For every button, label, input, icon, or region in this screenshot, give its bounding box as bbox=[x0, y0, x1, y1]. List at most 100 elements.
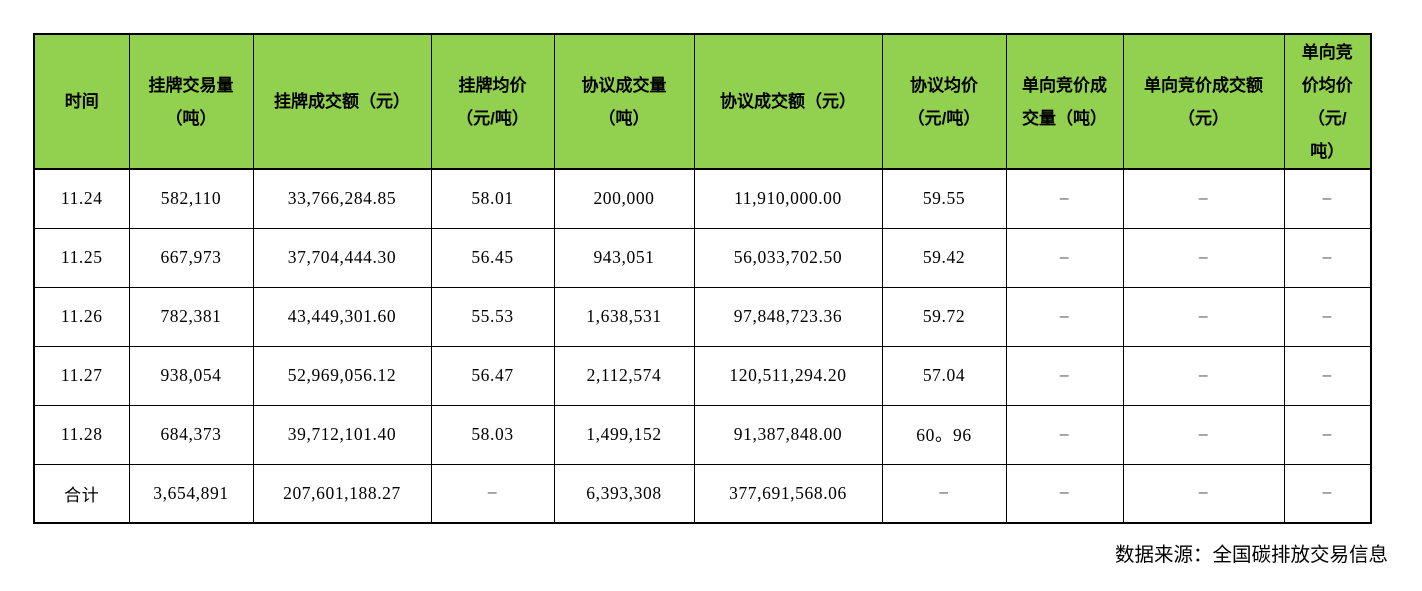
col-header-line: 吨） bbox=[1310, 141, 1345, 161]
cell-agreement-turnover: 56,033,702.50 bbox=[693, 227, 883, 288]
cell-listed-turnover: 39,712,101.40 bbox=[252, 404, 432, 465]
col-header-line: （元/ bbox=[1307, 108, 1347, 128]
cell-auction-turnover: – bbox=[1122, 463, 1285, 524]
cell-time: 11.25 bbox=[33, 227, 130, 288]
col-header-line: （元/吨） bbox=[456, 108, 529, 128]
cell-listed-avg-price: 55.53 bbox=[430, 286, 555, 347]
cell-listed-turnover: 207,601,188.27 bbox=[252, 463, 432, 524]
cell-agreement-turnover: 91,387,848.00 bbox=[693, 404, 883, 465]
cell-auction-avg-price: – bbox=[1283, 345, 1372, 406]
cell-agreement-avg-price: 57.04 bbox=[881, 345, 1007, 406]
cell-time: 合计 bbox=[33, 463, 130, 524]
cell-listed-avg-price: – bbox=[430, 463, 555, 524]
col-header-auction-avg-price: 单向竞价均价 （元/吨） bbox=[1283, 33, 1372, 170]
col-header-line: 时间 bbox=[64, 92, 99, 111]
cell-agreement-turnover: 11,910,000.00 bbox=[693, 168, 883, 229]
col-header-line: 价均价 bbox=[1301, 75, 1353, 95]
col-header-time: 时间 bbox=[33, 33, 130, 170]
cell-listed-volume: 684,373 bbox=[128, 404, 254, 465]
cell-listed-turnover: 33,766,284.85 bbox=[252, 168, 432, 229]
cell-auction-turnover: – bbox=[1122, 168, 1285, 229]
col-header-line: 协议成交量 bbox=[581, 75, 667, 95]
cell-time: 11.26 bbox=[33, 286, 130, 347]
col-header-listed-turnover: 挂牌成交额（元） bbox=[252, 33, 432, 170]
col-header-line: 交量（吨） bbox=[1022, 108, 1107, 128]
cell-listed-turnover: 43,449,301.60 bbox=[252, 286, 432, 347]
col-header-line: （元/吨） bbox=[907, 108, 981, 128]
cell-listed-avg-price: 58.01 bbox=[430, 168, 555, 229]
cell-agreement-volume: 2,112,574 bbox=[553, 345, 695, 406]
cell-auction-volume: – bbox=[1005, 404, 1124, 465]
table-row: 11.25 667,973 37,704,444.30 56.45 943,051 56,… bbox=[33, 227, 1372, 288]
cell-auction-volume: – bbox=[1005, 168, 1124, 229]
table-row: 11.24 582,110 33,766,284.85 58.01 200,000 11,… bbox=[33, 168, 1372, 229]
cell-auction-avg-price: – bbox=[1283, 463, 1372, 524]
col-header-listed-avg-price: 挂牌均价 （元/吨） bbox=[430, 33, 555, 170]
cell-auction-volume: – bbox=[1005, 463, 1124, 524]
col-header-line: 单向竞价成交额 bbox=[1144, 75, 1263, 95]
cell-auction-avg-price: – bbox=[1283, 227, 1372, 288]
cell-auction-volume: – bbox=[1005, 227, 1124, 288]
col-header-line: 协议均价 bbox=[910, 75, 978, 95]
col-header-auction-volume: 单向竞价成交量（吨） bbox=[1005, 33, 1124, 170]
table-row: 11.27 938,054 52,969,056.12 56.47 2,112,574 1… bbox=[33, 345, 1372, 406]
cell-agreement-turnover: 120,511,294.20 bbox=[693, 345, 883, 406]
table-row: 11.28 684,373 39,712,101.40 58.03 1,499,152 9… bbox=[33, 404, 1372, 465]
col-header-listed-volume: 挂牌交易量 （吨） bbox=[128, 33, 254, 170]
cell-auction-avg-price: – bbox=[1283, 404, 1372, 465]
cell-listed-turnover: 52,969,056.12 bbox=[252, 345, 432, 406]
cell-listed-avg-price: 56.47 bbox=[430, 345, 555, 406]
data-source-note: 数据来源：全国碳排放交易信息 bbox=[1114, 545, 1388, 566]
cell-auction-avg-price: – bbox=[1283, 286, 1372, 347]
col-header-line: 挂牌均价 bbox=[458, 75, 527, 95]
col-header-line: （吨） bbox=[598, 108, 650, 128]
col-header-auction-turnover: 单向竞价成交额 （元） bbox=[1122, 33, 1285, 170]
cell-agreement-avg-price: 60。96 bbox=[881, 404, 1007, 465]
table-row: 合计 3,654,891 207,601,188.27–6,393,308 377,6… bbox=[33, 463, 1372, 524]
cell-listed-avg-price: 58.03 bbox=[430, 404, 555, 465]
col-header-line: （元） bbox=[1178, 108, 1229, 128]
cell-agreement-avg-price: 59.42 bbox=[881, 227, 1007, 288]
col-header-line: 单向竞价成 bbox=[1022, 75, 1107, 95]
cell-agreement-avg-price: 59.72 bbox=[881, 286, 1007, 347]
cell-agreement-volume: 6,393,308 bbox=[553, 463, 695, 524]
cell-listed-volume: 582,110 bbox=[128, 168, 254, 229]
table-body: 11.24 582,110 33,766,284.85 58.01 200,000 11,… bbox=[33, 168, 1372, 524]
cell-agreement-volume: 200,000 bbox=[553, 168, 695, 229]
cell-agreement-avg-price: – bbox=[881, 463, 1007, 524]
table-row: 11.26 782,381 43,449,301.60 55.53 1,638,531 9… bbox=[33, 286, 1372, 347]
cell-auction-avg-price: – bbox=[1283, 168, 1372, 229]
col-header-agreement-turnover: 协议成交额（元） bbox=[693, 33, 883, 170]
cell-agreement-avg-price: 59.55 bbox=[881, 168, 1007, 229]
header-row: 时间 挂牌交易量 （吨） 挂牌成交额（元） 挂牌均价 （元/吨） 协议成交量 （吨） 协议成交额… bbox=[33, 33, 1372, 170]
col-header-agreement-avg-price: 协议均价 （元/吨） bbox=[881, 33, 1007, 170]
cell-time: 11.28 bbox=[33, 404, 130, 465]
col-header-agreement-volume: 协议成交量 （吨） bbox=[553, 33, 695, 170]
cell-agreement-turnover: 377,691,568.06 bbox=[693, 463, 883, 524]
cell-listed-volume: 782,381 bbox=[128, 286, 254, 347]
col-header-line: 挂牌成交额（元） bbox=[274, 92, 410, 111]
cell-agreement-turnover: 97,848,723.36 bbox=[693, 286, 883, 347]
cell-time: 11.27 bbox=[33, 345, 130, 406]
col-header-line: 协议成交额（元） bbox=[720, 92, 856, 111]
cell-listed-avg-price: 56.45 bbox=[430, 227, 555, 288]
cell-auction-turnover: – bbox=[1122, 227, 1285, 288]
col-header-line: （吨） bbox=[165, 108, 217, 128]
col-header-line: 挂牌交易量 bbox=[148, 75, 234, 95]
cell-auction-volume: – bbox=[1005, 345, 1124, 406]
cell-listed-volume: 667,973 bbox=[128, 227, 254, 288]
cell-agreement-volume: 1,638,531 bbox=[553, 286, 695, 347]
cell-time: 11.24 bbox=[33, 168, 130, 229]
cell-agreement-volume: 943,051 bbox=[553, 227, 695, 288]
table-header: 时间 挂牌交易量 （吨） 挂牌成交额（元） 挂牌均价 （元/吨） 协议成交量 （吨） 协议成交额… bbox=[33, 33, 1372, 170]
cell-listed-volume: 3,654,891 bbox=[128, 463, 254, 524]
cell-listed-turnover: 37,704,444.30 bbox=[252, 227, 432, 288]
cell-auction-turnover: – bbox=[1122, 286, 1285, 347]
cell-listed-volume: 938,054 bbox=[128, 345, 254, 406]
col-header-line: 单向竞 bbox=[1301, 42, 1353, 62]
cell-agreement-volume: 1,499,152 bbox=[553, 404, 695, 465]
cell-auction-turnover: – bbox=[1122, 345, 1285, 406]
cell-auction-volume: – bbox=[1005, 286, 1124, 347]
cell-auction-turnover: – bbox=[1122, 404, 1285, 465]
